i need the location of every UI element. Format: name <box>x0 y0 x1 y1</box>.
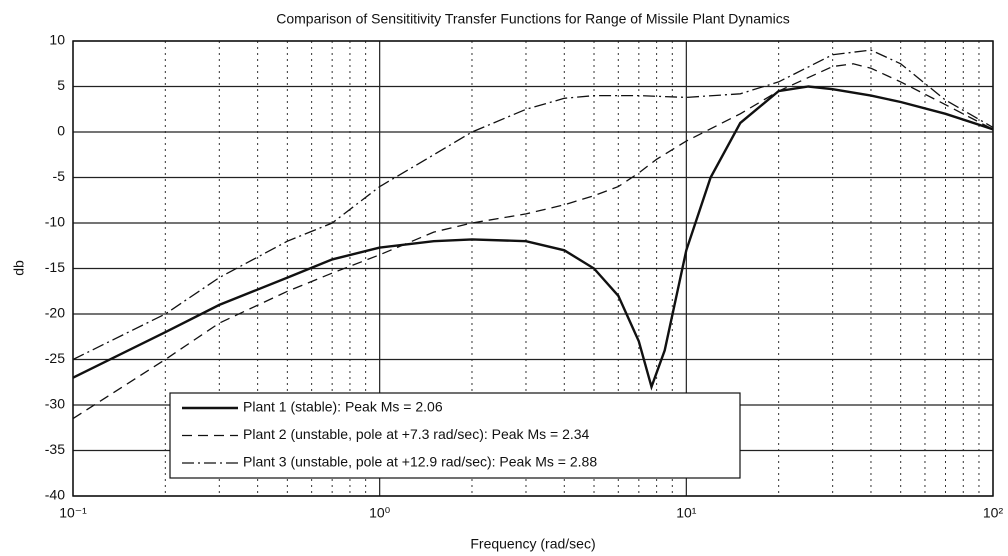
chart-title: Comparison of Sensititivity Transfer Fun… <box>276 11 790 27</box>
x-tick-label: 10² <box>983 505 1004 521</box>
legend-box <box>169 392 741 479</box>
y-tick-label: -15 <box>45 259 65 275</box>
x-tick-label: 10¹ <box>676 505 697 521</box>
series-line <box>72 63 994 420</box>
y-tick-label: -40 <box>45 487 65 503</box>
y-tick-label: 5 <box>57 77 65 93</box>
series-line <box>72 85 994 391</box>
y-tick-label: -5 <box>53 168 66 184</box>
legend-label: Plant 1 (stable): Peak Ms = 2.06 <box>243 399 443 415</box>
y-tick-label: -25 <box>45 350 65 366</box>
series-line <box>72 49 994 361</box>
x-tick-label: 10⁰ <box>369 505 391 521</box>
x-tick-label: 10⁻¹ <box>59 505 87 521</box>
y-tick-label: -35 <box>45 441 65 457</box>
y-tick-label: -30 <box>45 396 65 412</box>
y-tick-label: 0 <box>57 123 65 139</box>
plot-frame <box>72 40 994 497</box>
y-axis-label: db <box>11 260 27 276</box>
x-axis-label: Frequency (rad/sec) <box>470 536 595 552</box>
legend-label: Plant 3 (unstable, pole at +12.9 rad/sec… <box>243 454 597 470</box>
y-tick-label: -10 <box>45 214 65 230</box>
y-tick-label: 10 <box>49 32 65 48</box>
y-tick-label: -20 <box>45 305 65 321</box>
legend-label: Plant 2 (unstable, pole at +7.3 rad/sec)… <box>243 426 590 442</box>
